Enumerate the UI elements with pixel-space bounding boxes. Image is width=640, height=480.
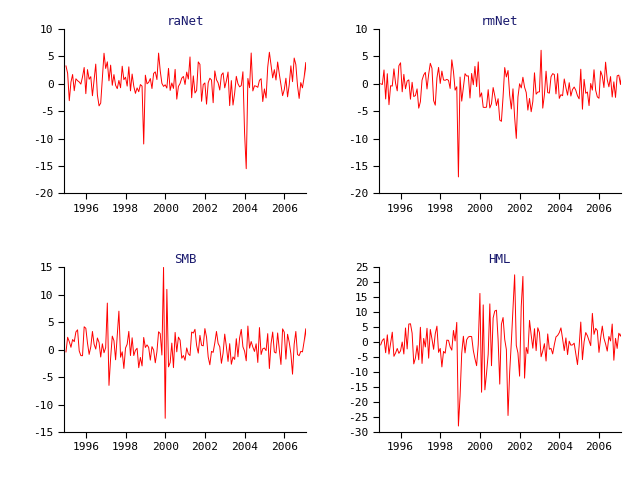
- Title: raNet: raNet: [166, 14, 204, 28]
- Title: rmNet: rmNet: [481, 14, 518, 28]
- Title: SMB: SMB: [174, 253, 196, 266]
- Title: HML: HML: [488, 253, 511, 266]
